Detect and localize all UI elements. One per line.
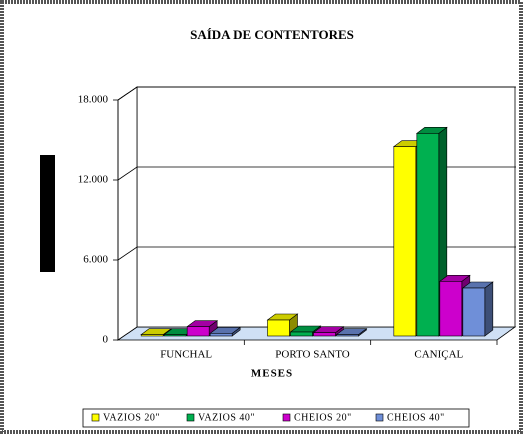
bar: [209, 333, 233, 337]
bar-side: [484, 281, 494, 337]
grid-line: [117, 166, 516, 181]
y-tick-label: 18.000: [78, 94, 109, 106]
y-axis-label-box: [40, 155, 55, 272]
x-axis-label: MESES: [251, 368, 293, 380]
legend-label: VAZIOS 20": [103, 412, 160, 423]
legend: [82, 408, 470, 428]
bar: [163, 334, 187, 337]
bar: [393, 146, 417, 337]
x-tick-label: FUNCHAL: [160, 349, 212, 361]
bar: [186, 326, 210, 337]
bar: [336, 334, 359, 337]
grid-line: [117, 86, 516, 101]
legend-label: VAZIOS 40": [198, 412, 255, 423]
legend-swatch: [375, 413, 384, 422]
bar: [313, 332, 336, 337]
bar: [416, 133, 440, 337]
x-tick-label: PORTO SANTO: [275, 349, 349, 361]
y-tick-label: 6.000: [83, 254, 108, 266]
y-tick-label: 0: [103, 334, 109, 346]
legend-swatch: [282, 413, 291, 422]
legend-label: CHEIOS 20": [294, 412, 352, 423]
legend-swatch: [91, 413, 100, 422]
grid-line: [117, 246, 516, 261]
side-wall: [117, 86, 138, 341]
bar: [462, 287, 486, 337]
y-tick-label: 12.000: [78, 174, 109, 186]
chart-title: SAÍDA DE CONTENTORES: [190, 27, 354, 42]
bar: [290, 331, 313, 337]
bar: [140, 334, 164, 337]
bar: [439, 281, 463, 337]
legend-swatch: [186, 413, 195, 422]
legend-label: CHEIOS 40": [387, 412, 445, 423]
x-tick-label: CANIÇAL: [414, 349, 463, 361]
bar: [267, 319, 290, 337]
